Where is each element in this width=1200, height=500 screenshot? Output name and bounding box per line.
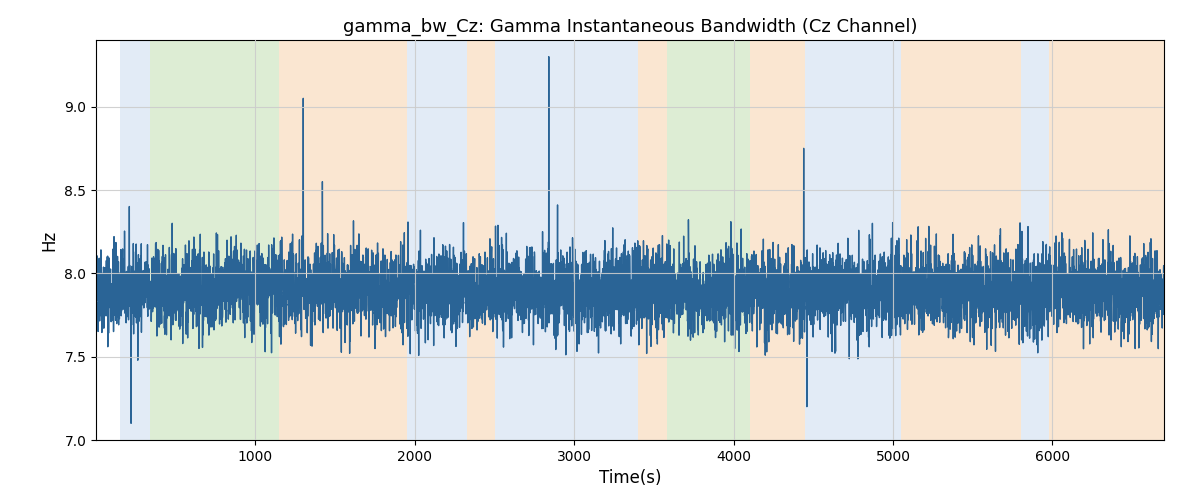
Bar bbox=[494, 40, 638, 440]
Bar bbox=[805, 40, 901, 440]
Bar bbox=[407, 40, 468, 440]
Bar bbox=[638, 40, 667, 440]
Bar bbox=[901, 40, 1020, 440]
Bar bbox=[150, 40, 280, 440]
Bar bbox=[667, 40, 750, 440]
Bar bbox=[750, 40, 805, 440]
Bar bbox=[1020, 40, 1049, 440]
X-axis label: Time(s): Time(s) bbox=[599, 470, 661, 488]
Bar bbox=[120, 40, 150, 440]
Bar bbox=[280, 40, 407, 440]
Title: gamma_bw_Cz: Gamma Instantaneous Bandwidth (Cz Channel): gamma_bw_Cz: Gamma Instantaneous Bandwid… bbox=[343, 18, 917, 36]
Bar bbox=[468, 40, 494, 440]
Y-axis label: Hz: Hz bbox=[41, 230, 59, 250]
Bar bbox=[1049, 40, 1164, 440]
